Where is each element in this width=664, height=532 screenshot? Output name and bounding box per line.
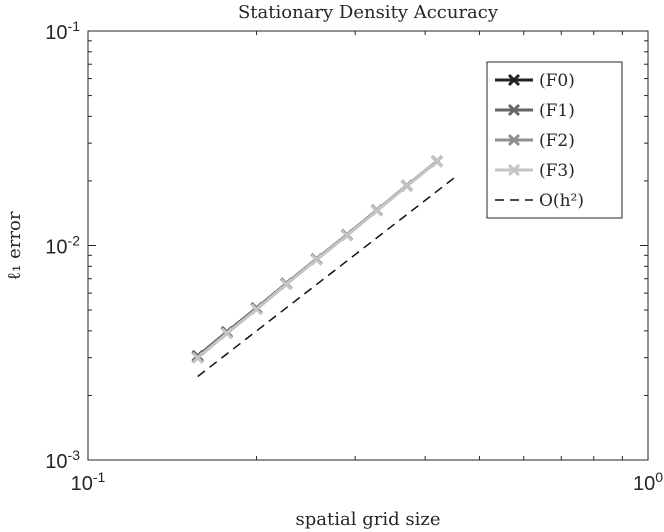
data-point-marker (191, 351, 204, 365)
series-line-4 (197, 177, 455, 378)
x-axis-label: spatial grid size (296, 509, 441, 530)
data-point-marker (370, 204, 383, 217)
legend-marker-1 (507, 103, 521, 117)
legend-marker-0 (507, 73, 521, 87)
legend-label-4: O(h²) (539, 191, 584, 211)
legend-marker-3 (507, 163, 521, 177)
chart-title: Stationary Density Accuracy (238, 2, 499, 23)
legend-label-0: (F0) (539, 71, 575, 91)
y-axis-label: ℓ₁ error (4, 211, 25, 280)
legend-label-3: (F3) (539, 161, 575, 181)
data-point-marker (280, 278, 293, 291)
legend-marker-2 (507, 133, 521, 147)
data-point-marker (250, 303, 263, 316)
data-point-marker (430, 155, 444, 168)
y-tick-label: 10-3 (45, 447, 80, 473)
data-point-marker (310, 253, 323, 266)
legend-label-2: (F2) (539, 131, 575, 151)
legend-label-1: (F1) (539, 101, 575, 121)
data-point-marker (220, 327, 233, 340)
data-point-marker (340, 229, 354, 242)
legend: (F0) (F1) (F2) (F3) O(h²) (486, 61, 623, 219)
data-point-marker (400, 179, 413, 193)
